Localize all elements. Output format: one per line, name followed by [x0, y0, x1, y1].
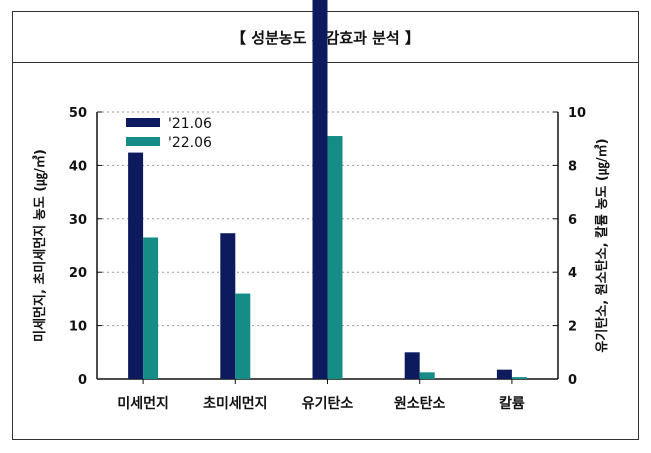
bar-series-2206	[327, 136, 343, 379]
bar-series-2206	[143, 237, 159, 379]
legend-label: '22.06	[168, 135, 212, 151]
bar-series-2206	[235, 293, 251, 379]
bar-series-2106	[404, 352, 420, 379]
right-axis-title: 유기탄소, 원소탄소, 칼륨 농도 (㎍/㎥)	[594, 138, 611, 352]
left-tick-label: 30	[69, 213, 87, 228]
category-label: 칼륨	[499, 396, 525, 412]
left-axis-title: 미세먼지, 초미세먼지 농도 (㎍/㎥)	[32, 149, 49, 342]
legend-label: '21.06	[168, 116, 212, 132]
bar-series-2206	[419, 372, 435, 379]
category-label: 유기탄소	[302, 395, 354, 412]
left-tick-label: 20	[69, 266, 87, 281]
left-tick-label: 50	[69, 106, 87, 121]
right-tick-label: 8	[568, 159, 577, 174]
bar-series-2106	[128, 152, 144, 379]
right-tick-label: 0	[568, 373, 577, 388]
left-tick-label: 0	[78, 373, 87, 388]
category-label: 미세먼지	[117, 395, 169, 412]
bar-series-2106	[312, 0, 328, 379]
legend-swatch	[126, 118, 160, 127]
bar-series-2106	[220, 233, 236, 379]
left-tick-label: 10	[69, 320, 87, 335]
right-tick-label: 2	[568, 320, 577, 335]
bar-series-2106	[496, 369, 512, 379]
category-label: 원소탄소	[394, 395, 446, 412]
right-tick-label: 10	[568, 106, 586, 121]
right-tick-label: 6	[568, 213, 577, 228]
right-tick-label: 4	[568, 266, 577, 281]
legend-swatch	[126, 137, 160, 146]
bar-series-2206	[511, 377, 527, 379]
category-label: 초미세먼지	[203, 395, 267, 412]
left-tick-label: 40	[69, 159, 87, 174]
